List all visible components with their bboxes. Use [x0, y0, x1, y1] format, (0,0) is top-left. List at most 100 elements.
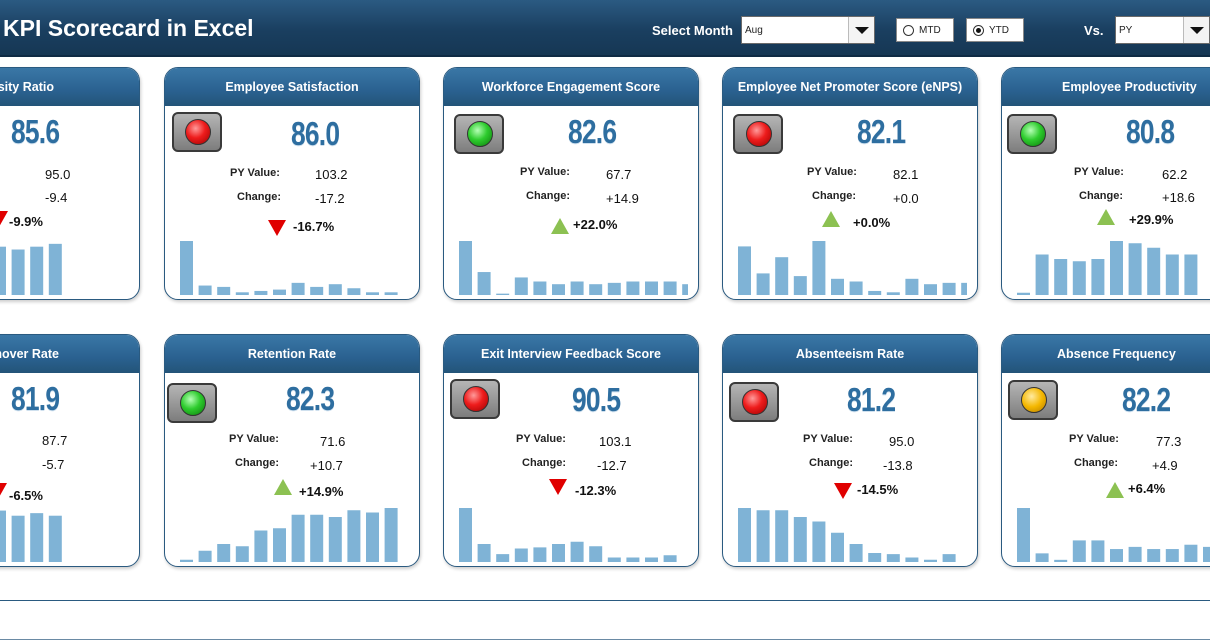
card-title: Turnover Rate [0, 347, 59, 361]
vs-label: Vs. [1084, 23, 1104, 38]
sparkline-bar [1017, 508, 1030, 562]
py-value: 62.2 [1162, 167, 1188, 182]
chevron-down-icon[interactable] [848, 17, 874, 43]
mtd-option[interactable]: MTD [896, 18, 954, 42]
chevron-down-icon[interactable] [1183, 17, 1209, 43]
trend-up-icon [274, 479, 292, 495]
card-title: Retention Rate [247, 347, 337, 361]
sparkline-bar [496, 293, 510, 295]
kpi-card: Absence Frequency 82.2 PY Value: 77.3 Ch… [1001, 334, 1210, 567]
status-light-icon [1007, 114, 1057, 154]
sparkline-bar [607, 282, 621, 295]
month-dropdown[interactable]: Aug [741, 16, 875, 44]
status-light-icon [450, 379, 500, 419]
change-label: Change: [522, 457, 566, 469]
sparkline-bar [217, 544, 231, 562]
kpi-card: rsity Ratio 85.6 95.0 -9.4 -9.9% [0, 67, 140, 300]
kpi-value: 82.3 [286, 380, 335, 417]
sparkline-bar [738, 246, 751, 295]
kpi-card: Employee Productivity 80.8 PY Value: 62.… [1001, 67, 1210, 300]
change-percent: +14.9% [299, 484, 344, 499]
sparkline-bar [942, 282, 956, 295]
py-value-label: PY Value: [516, 433, 566, 445]
change-percent: +0.0% [853, 215, 891, 230]
sparkline-bar [1035, 254, 1049, 295]
yellow-light-icon [1021, 387, 1047, 413]
divider [0, 639, 1210, 640]
change-percent: +6.4% [1128, 481, 1166, 496]
ytd-radio-icon[interactable] [973, 25, 984, 36]
change-value: +10.7 [310, 458, 343, 473]
py-value-label: PY Value: [1074, 166, 1124, 178]
card-title: Employee Satisfaction [225, 80, 359, 94]
kpi-value: 85.6 [11, 113, 60, 150]
sparkline-bar [831, 278, 844, 295]
kpi-value: 86.0 [291, 115, 340, 152]
status-light-icon [733, 114, 783, 154]
sparkline-bar [682, 284, 688, 295]
sparkline-bar [812, 241, 826, 295]
py-value: 103.2 [315, 167, 348, 182]
sparkline-bar [793, 517, 807, 562]
sparkline-bar [0, 246, 6, 295]
trend-up-icon [1097, 209, 1115, 225]
sparkline-bar [645, 281, 658, 295]
py-value: 87.7 [42, 433, 68, 448]
card-title: Absence Frequency [1057, 347, 1176, 361]
change-percent: -9.9% [9, 214, 43, 229]
sparkline-bar [924, 284, 937, 295]
sparkline-chart [0, 510, 62, 562]
sparkline-bar [570, 281, 584, 295]
change-label: Change: [809, 457, 853, 469]
py-value-label: PY Value: [230, 167, 280, 179]
sparkline-bar [11, 249, 25, 295]
comparison-dropdown[interactable]: PY [1115, 16, 1210, 44]
month-dropdown-value: Aug [745, 25, 763, 36]
sparkline-bar [254, 290, 268, 295]
sparkline-bar [533, 281, 547, 295]
sparkline-bar [366, 292, 379, 295]
py-value: 95.0 [45, 167, 71, 182]
kpi-card: Employee Net Promoter Score (eNPS) 82.1 … [722, 67, 978, 300]
comparison-dropdown-value: PY [1119, 25, 1133, 36]
green-light-icon [467, 121, 493, 147]
sparkline-bar [589, 284, 603, 295]
status-light-icon [454, 114, 504, 154]
sparkline-bar [198, 285, 212, 295]
ytd-option[interactable]: YTD [966, 18, 1024, 42]
kpi-value: 81.9 [11, 380, 60, 417]
green-light-icon [180, 390, 206, 416]
sparkline-bar [328, 284, 342, 295]
card-header: Absenteeism Rate [723, 335, 977, 373]
change-percent: -6.5% [9, 488, 43, 503]
sparkline-chart [180, 508, 398, 562]
sparkline-bar [868, 290, 882, 295]
sparkline-bar [1035, 553, 1049, 562]
sparkline-bar [1054, 559, 1068, 562]
sparkline-bar [310, 514, 324, 562]
kpi-value: 82.1 [857, 113, 906, 150]
sparkline-bar [663, 555, 677, 562]
sparkline-bar [496, 554, 510, 562]
sparkline-bar [291, 282, 305, 295]
sparkline-chart [738, 508, 956, 562]
change-label: Change: [235, 457, 279, 469]
sparkline-chart [738, 241, 967, 295]
sparkline-bar [1017, 292, 1030, 295]
sparkline-bar [942, 554, 956, 562]
sparkline-chart [459, 241, 688, 295]
red-light-icon [463, 386, 489, 412]
sparkline-bar [1110, 549, 1123, 562]
trend-up-icon [822, 211, 840, 227]
sparkline-bar [886, 554, 900, 562]
sparkline-bar [589, 546, 603, 562]
sparkline-bar [831, 532, 844, 562]
mtd-radio-icon[interactable] [903, 25, 914, 36]
sparkline-bar [235, 292, 249, 295]
sparkline-bar [1072, 261, 1086, 295]
sparkline-chart [1017, 508, 1210, 562]
sparkline-bar [552, 544, 565, 562]
change-value: +18.6 [1162, 190, 1195, 205]
sparkline-bar [291, 514, 305, 562]
card-header: Absence Frequency [1002, 335, 1210, 373]
